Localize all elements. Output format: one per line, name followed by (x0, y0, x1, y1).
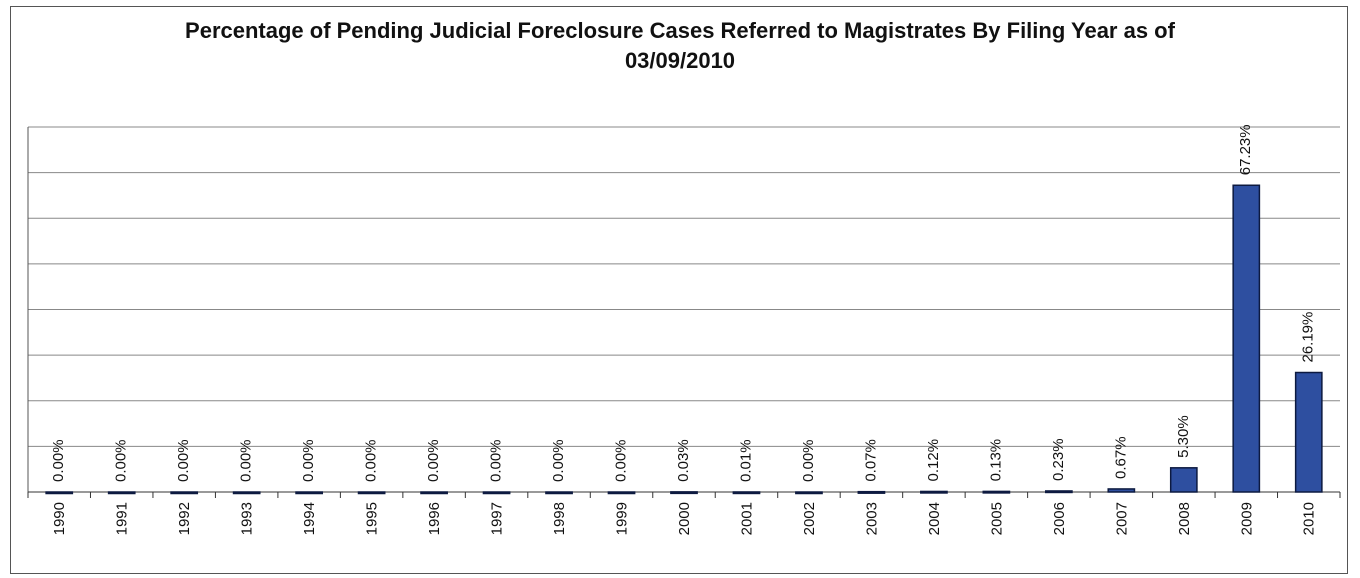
value-label: 0.03% (675, 439, 692, 482)
x-tick-label: 2007 (1113, 502, 1130, 535)
x-tick-label: 2003 (863, 502, 880, 535)
value-label: 0.00% (488, 439, 505, 482)
chart-frame (10, 6, 1348, 574)
x-tick-label: 1998 (551, 502, 568, 535)
x-tick-label: 2009 (1238, 502, 1255, 535)
bar (1169, 467, 1198, 493)
value-label: 0.00% (550, 439, 567, 482)
value-label: 0.07% (862, 439, 879, 482)
bar (670, 491, 698, 495)
value-label: 0.01% (737, 439, 754, 482)
x-tick-label: 1994 (301, 502, 318, 535)
value-label: 26.19% (1300, 312, 1317, 363)
x-tick-label: 1991 (114, 502, 131, 535)
bar (295, 491, 324, 495)
value-label: 0.00% (175, 439, 192, 482)
x-tick-label: 2002 (801, 502, 818, 535)
bar (45, 491, 74, 495)
bar (1294, 371, 1323, 493)
x-tick-label: 1995 (364, 502, 381, 535)
value-label: 0.13% (987, 439, 1004, 482)
x-tick-label: 1990 (51, 502, 68, 535)
bar (170, 491, 199, 495)
value-label: 0.00% (612, 439, 629, 482)
x-tick-label: 2005 (988, 502, 1005, 535)
bar (920, 490, 948, 494)
x-tick-label: 2001 (738, 502, 755, 535)
bar (732, 491, 761, 495)
value-label: 0.00% (800, 439, 817, 482)
value-label: 67.23% (1237, 124, 1254, 175)
value-label: 0.00% (238, 439, 255, 482)
bar (107, 491, 136, 495)
bar (482, 491, 511, 495)
value-label: 0.00% (425, 439, 442, 482)
bar (232, 491, 261, 495)
bar (357, 491, 386, 495)
value-label: 0.00% (113, 439, 130, 482)
x-tick-label: 2000 (676, 502, 693, 535)
x-tick-label: 1996 (426, 502, 443, 535)
value-label: 0.00% (300, 439, 317, 482)
x-tick-label: 2010 (1301, 502, 1318, 535)
bar (607, 491, 636, 495)
value-label: 0.67% (1112, 436, 1129, 479)
bar (982, 490, 1011, 494)
value-label: 0.00% (50, 439, 67, 482)
value-label: 0.00% (363, 439, 380, 482)
x-tick-label: 2004 (926, 502, 943, 535)
bar (857, 490, 886, 494)
chart-title: Percentage of Pending Judicial Foreclosu… (185, 18, 1175, 73)
bar (1232, 184, 1261, 493)
x-tick-label: 1993 (239, 502, 256, 535)
value-label: 0.12% (925, 439, 942, 482)
value-label: 0.23% (1050, 438, 1067, 481)
value-label: 5.30% (1175, 415, 1192, 458)
bar (420, 491, 448, 495)
x-tick-label: 1997 (489, 502, 506, 535)
bar (545, 491, 573, 495)
x-tick-label: 2008 (1176, 502, 1193, 535)
bar (1044, 490, 1073, 494)
x-tick-label: 1992 (176, 502, 193, 535)
bar (1107, 488, 1136, 493)
x-tick-label: 2006 (1051, 502, 1068, 535)
bar (795, 491, 823, 495)
x-tick-label: 1999 (613, 502, 630, 535)
